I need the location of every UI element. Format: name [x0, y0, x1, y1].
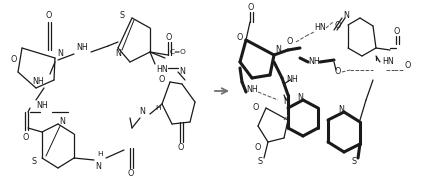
- Text: O: O: [394, 27, 400, 36]
- Text: NH: NH: [36, 102, 48, 111]
- Text: O: O: [178, 143, 184, 152]
- Text: NH: NH: [246, 85, 258, 94]
- Text: O: O: [46, 10, 52, 20]
- Text: O: O: [11, 55, 17, 64]
- Text: N: N: [59, 117, 65, 126]
- Text: O: O: [166, 33, 172, 42]
- Text: N: N: [95, 162, 101, 171]
- Text: O: O: [287, 38, 293, 46]
- Text: H: H: [97, 151, 103, 157]
- Text: N: N: [139, 107, 145, 117]
- Text: H: H: [155, 105, 161, 111]
- Text: HN: HN: [156, 66, 168, 74]
- Text: O: O: [237, 33, 243, 42]
- Text: S: S: [120, 12, 125, 20]
- Text: O: O: [335, 21, 341, 31]
- Text: O: O: [159, 76, 165, 85]
- Text: HN: HN: [382, 57, 394, 66]
- Text: N: N: [57, 49, 63, 59]
- Text: N: N: [275, 46, 281, 55]
- Text: O: O: [255, 143, 261, 152]
- Text: N: N: [338, 106, 344, 115]
- Text: N: N: [343, 10, 349, 20]
- Text: C=O: C=O: [170, 49, 187, 55]
- Text: N: N: [179, 68, 185, 76]
- Text: O: O: [248, 3, 254, 12]
- Text: O: O: [128, 169, 134, 178]
- Text: O: O: [335, 68, 341, 76]
- Text: NH: NH: [308, 57, 320, 66]
- Text: S: S: [351, 158, 356, 167]
- Text: NH: NH: [286, 76, 298, 85]
- Text: N: N: [283, 98, 289, 107]
- Text: O: O: [23, 134, 29, 143]
- Text: O: O: [253, 104, 259, 113]
- Text: HN: HN: [314, 23, 326, 33]
- Text: N: N: [297, 94, 303, 102]
- Text: O: O: [405, 61, 411, 70]
- Text: S: S: [258, 158, 263, 167]
- Text: S: S: [31, 158, 37, 167]
- Text: NH: NH: [76, 44, 88, 53]
- Text: NH: NH: [32, 77, 44, 87]
- Text: N: N: [115, 49, 121, 59]
